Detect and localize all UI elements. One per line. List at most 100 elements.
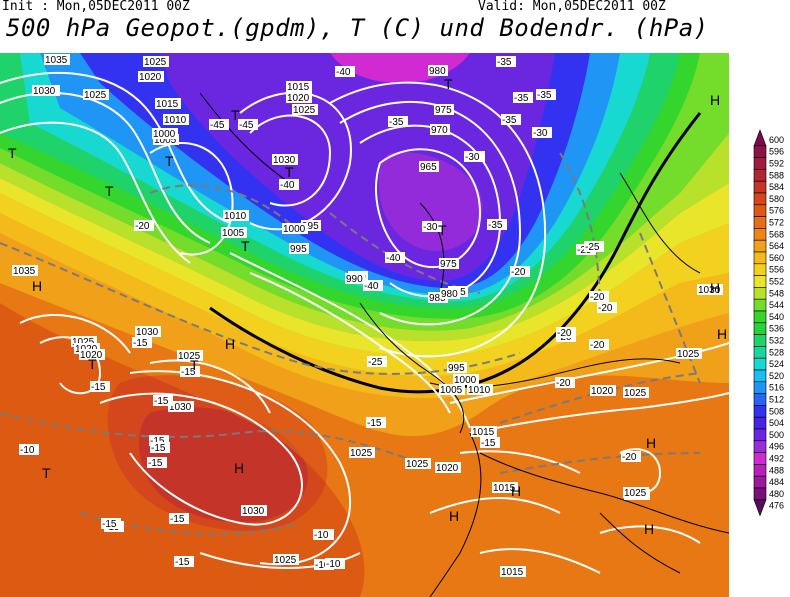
pressure-label-bg xyxy=(434,104,454,115)
pressure-label: 1020 xyxy=(436,463,459,474)
pressure-label-bg xyxy=(453,374,479,385)
scale-label: 520 xyxy=(769,371,784,381)
temp-label-bg xyxy=(19,444,39,455)
pressure-label-bg xyxy=(143,56,169,67)
scale-swatch xyxy=(753,298,767,312)
temperature-label: -35 xyxy=(537,90,552,101)
scale-swatch xyxy=(753,275,767,288)
low-pressure-marker: T xyxy=(105,183,114,199)
scale-swatch xyxy=(753,322,767,335)
temp-label-bg xyxy=(147,457,167,468)
pressure-label: 1025 xyxy=(72,337,95,348)
temp-label-bg xyxy=(150,442,170,453)
scale-swatch xyxy=(753,440,767,453)
scale-label: 528 xyxy=(769,347,784,357)
field-560 xyxy=(0,213,729,399)
temp-label-bg xyxy=(238,119,258,130)
scale-label: 560 xyxy=(769,253,784,263)
high-pressure-marker: H xyxy=(710,280,720,296)
scale-swatch xyxy=(753,475,767,489)
scale-swatch xyxy=(753,334,767,347)
pressure-label: 970 xyxy=(431,125,448,136)
pressure-label: 990 xyxy=(346,274,363,285)
high-pressure-marker: H xyxy=(717,326,727,342)
temperature-label: -10 xyxy=(314,530,329,541)
temp-label-bg xyxy=(480,437,500,448)
pressure-label: 995 xyxy=(290,244,307,255)
temp-label-bg xyxy=(464,151,484,162)
pressure-label-bg xyxy=(168,401,194,412)
pressure-label: 1025 xyxy=(144,57,167,68)
scale-swatch xyxy=(753,464,767,477)
high-pressure-marker: H xyxy=(32,278,42,294)
temp-label-bg xyxy=(149,435,169,446)
temperature-label: -25 xyxy=(585,242,600,253)
temp-label-bg xyxy=(367,356,387,367)
pressure-label-bg xyxy=(439,384,465,395)
scale-swatch xyxy=(753,393,767,406)
high-pressure-marker: H xyxy=(710,92,720,108)
scale-swatch xyxy=(753,369,767,383)
pressure-label: 1005 xyxy=(154,135,177,146)
scale-swatch xyxy=(753,428,767,442)
field-572 xyxy=(0,283,729,597)
pressure-label: 1015 xyxy=(156,99,179,110)
scale-label: 516 xyxy=(769,383,784,393)
pressure-label: 985 xyxy=(429,293,446,304)
scale-label: 480 xyxy=(769,489,784,499)
temp-label-bg xyxy=(385,252,405,263)
temp-label-bg xyxy=(510,266,530,277)
scale-swatch xyxy=(753,487,767,501)
temperature-label: -20 xyxy=(590,292,605,303)
pressure-label-bg xyxy=(492,482,518,493)
scale-label: 572 xyxy=(769,218,784,228)
low-pressure-marker: T xyxy=(285,164,294,180)
scale-swatch xyxy=(753,357,767,371)
low-pressure-marker: T xyxy=(165,153,174,169)
temp-label-bg xyxy=(90,381,110,392)
pressure-label: 1010 xyxy=(224,211,247,222)
pressure-label: 1030 xyxy=(698,285,721,296)
high-pressure-marker: H xyxy=(644,521,654,537)
pressure-label: 1025 xyxy=(178,351,201,362)
pressure-label: 1030 xyxy=(33,86,56,97)
scale-label: 548 xyxy=(769,288,784,298)
scale-label: 584 xyxy=(769,182,784,192)
temp-label-bg xyxy=(279,179,299,190)
high-pressure-marker: H xyxy=(234,460,244,476)
valid-time-label: Valid: Mon,05DEC2011 00Z xyxy=(478,0,666,14)
temperature-label: -10 xyxy=(20,445,35,456)
coastlines xyxy=(199,92,729,597)
high-pressure-marker: H xyxy=(225,336,235,352)
temperature-label: -40 xyxy=(386,253,401,264)
scale-swatch xyxy=(753,169,767,182)
field-552 xyxy=(0,178,729,357)
scale-label: 492 xyxy=(769,454,784,464)
scale-label: 532 xyxy=(769,336,784,346)
scale-swatch xyxy=(753,239,767,253)
scale-swatch-top xyxy=(753,129,767,147)
temp-label-bg xyxy=(621,451,641,462)
temp-label-bg xyxy=(487,219,507,230)
temperature-label: -30 xyxy=(465,152,480,163)
pressure-label: 1000 xyxy=(454,375,477,386)
pressure-label: 1025 xyxy=(624,488,647,499)
forecast-map[interactable]: 1035 1030 1025 1020 1015 1010 1005 1000 995 990 98… xyxy=(0,53,729,597)
temp-label-bg xyxy=(589,291,609,302)
temp-label-bg xyxy=(132,337,152,348)
temp-label-bg xyxy=(153,395,173,406)
temperature-label: -20 xyxy=(511,267,526,278)
pressure-label: 1035 xyxy=(13,266,36,277)
temp-label-bg xyxy=(584,241,604,252)
high-pressure-marker: H xyxy=(449,508,459,524)
temperature-label: -45 xyxy=(210,120,225,131)
pressure-label-bg xyxy=(500,566,526,577)
low-pressure-marker: T xyxy=(190,357,199,373)
scale-label: 484 xyxy=(769,477,784,487)
pressure-label-bg xyxy=(138,71,164,82)
temperature-label: -15 xyxy=(367,418,382,429)
scale-label: 596 xyxy=(769,147,784,157)
temperature-label: -15 xyxy=(151,443,166,454)
scale-swatch xyxy=(753,381,767,394)
temp-label-bg xyxy=(597,302,617,313)
